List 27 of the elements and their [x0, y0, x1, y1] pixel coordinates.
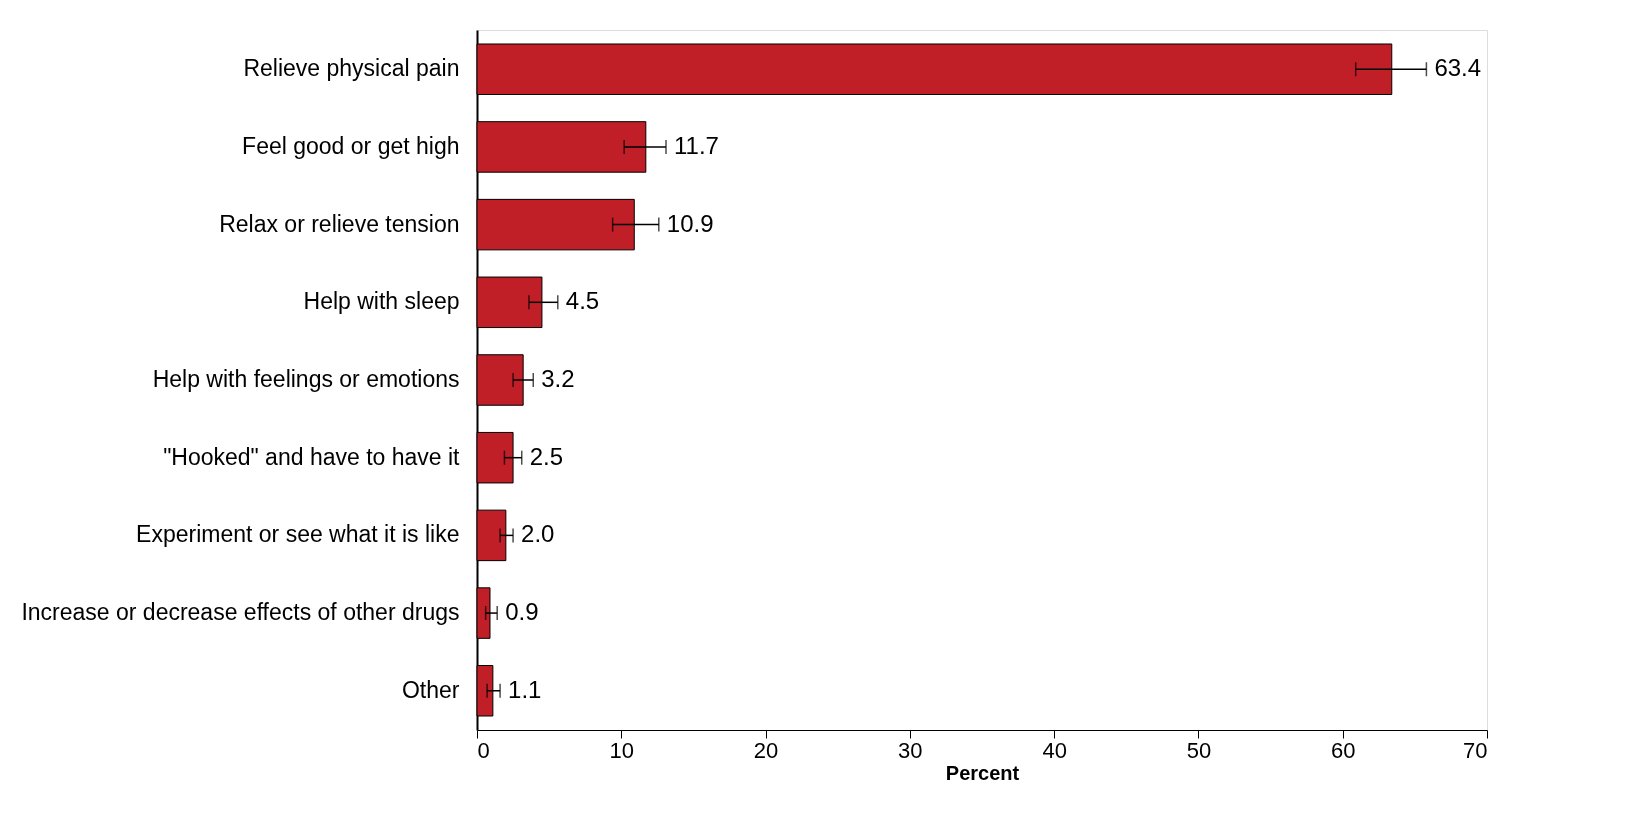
x-tick-label: 30 [898, 737, 923, 763]
data-label: 11.7 [674, 131, 719, 159]
x-tick-label: 50 [1186, 737, 1212, 763]
x-tick-label: 10 [609, 737, 635, 763]
data-label: 3.2 [541, 365, 575, 392]
data-label: 63.4 [1434, 54, 1482, 82]
y-tick-label: Help with feelings or emotions [152, 366, 460, 392]
y-tick-label: Experiment or see what it is like [136, 521, 460, 548]
y-tick-label: Relieve physical pain [243, 55, 460, 82]
y-tick-label: Help with sleep [303, 288, 460, 315]
x-tick-label: 60 [1330, 737, 1356, 763]
y-tick-label: Feel good or get high [242, 132, 460, 159]
x-axis-title: Percent [945, 761, 1020, 784]
data-label: 10.9 [666, 209, 714, 237]
x-tick-label: 0 [477, 737, 490, 763]
data-label: 0.9 [505, 598, 539, 626]
x-tick-label: 70 [1463, 737, 1488, 763]
y-tick-label: Relax or relieve tension [219, 210, 460, 237]
data-label: 2.5 [529, 442, 564, 470]
data-label: 4.5 [565, 287, 600, 315]
y-tick-label: "Hooked" and have to have it [163, 443, 461, 470]
y-tick-label: Increase or decrease effects of other drugs [21, 599, 460, 626]
data-label: 2.0 [521, 520, 555, 548]
data-label: 1.1 [508, 675, 542, 703]
x-tick-label: 20 [753, 737, 779, 763]
x-tick-label: 40 [1042, 737, 1067, 763]
y-tick-label: Other [401, 676, 460, 703]
